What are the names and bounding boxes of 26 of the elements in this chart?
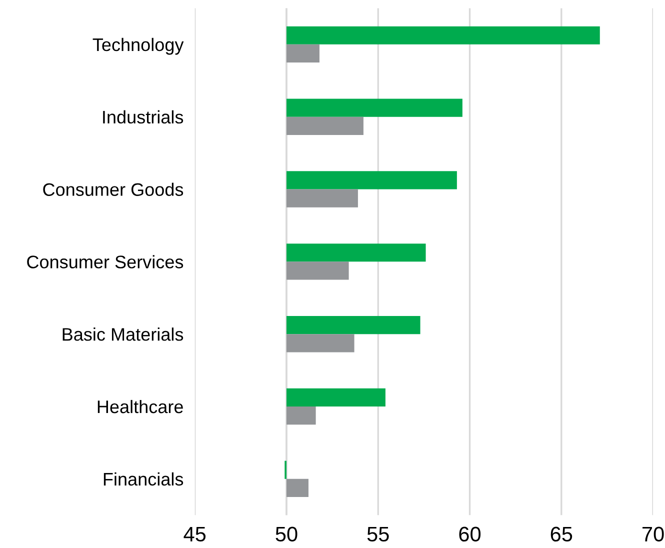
x-tick-label: 65 bbox=[550, 526, 572, 542]
bar bbox=[286, 388, 386, 406]
y-tick-label: Consumer Services bbox=[27, 255, 184, 268]
bar bbox=[286, 44, 320, 63]
y-tick-label: Healthcare bbox=[98, 400, 183, 414]
bar bbox=[286, 334, 354, 352]
x-tick-label: 70 bbox=[642, 526, 664, 542]
bar bbox=[286, 171, 457, 190]
x-tick-label: 45 bbox=[184, 526, 206, 542]
bar bbox=[286, 189, 358, 208]
bar bbox=[286, 26, 600, 44]
bar bbox=[286, 406, 316, 425]
bar bbox=[286, 116, 364, 135]
bar bbox=[286, 478, 308, 498]
bar bbox=[286, 316, 420, 334]
bar bbox=[286, 262, 349, 280]
y-tick-label: Consumer Goods bbox=[43, 182, 184, 196]
y-tick-label: Technology bbox=[92, 38, 184, 55]
y-tick-label: Industrials bbox=[103, 110, 184, 124]
y-tick-label: Basic Materials bbox=[62, 328, 184, 341]
x-tick-label: 50 bbox=[276, 526, 298, 542]
bar bbox=[286, 98, 462, 117]
y-tick-label: Financials bbox=[104, 472, 184, 486]
bar bbox=[286, 244, 426, 262]
x-tick-label: 60 bbox=[459, 526, 481, 542]
x-tick-label: 55 bbox=[367, 526, 389, 542]
